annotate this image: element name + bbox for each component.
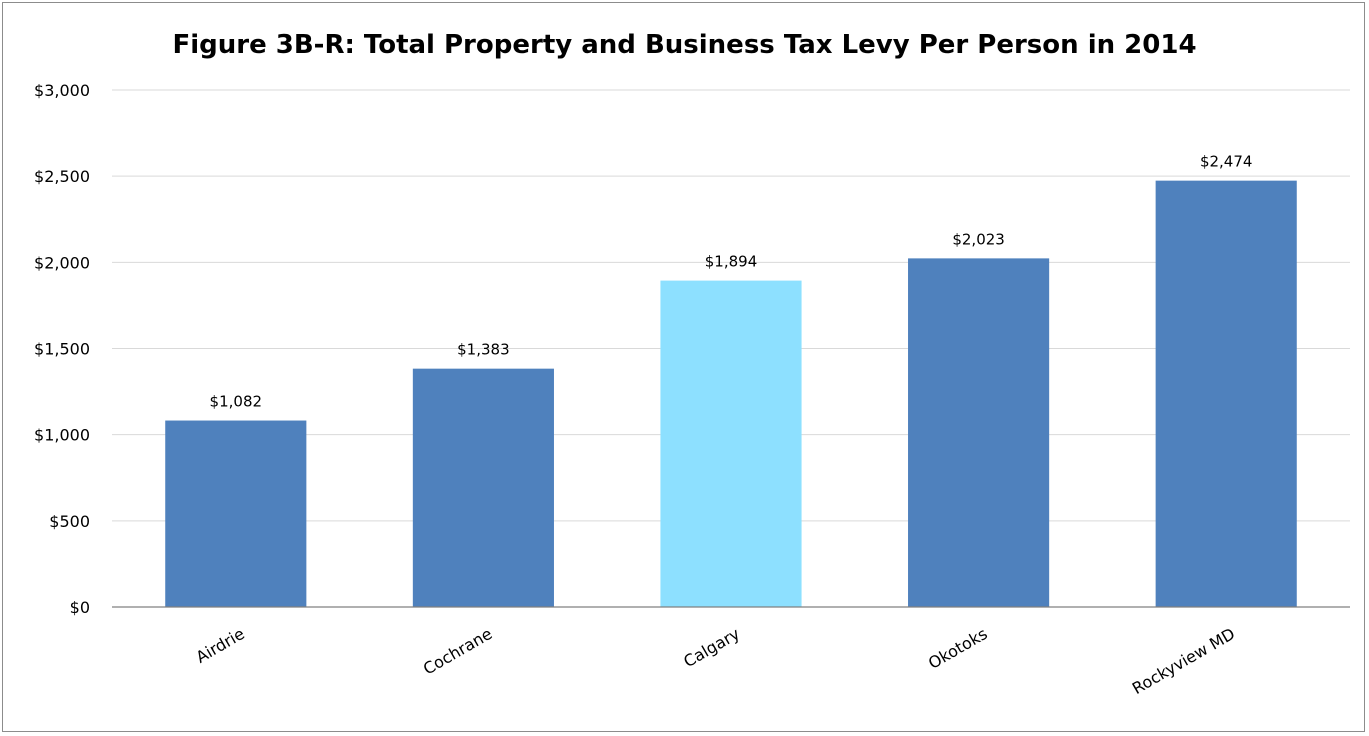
bar-rockyview-md [1155, 180, 1297, 607]
bar-cochrane [412, 368, 554, 607]
y-tick-label: $1,500 [34, 340, 90, 359]
x-axis-category-labels: Airdrie Cochrane Calgary Okotoks Rockyview M… [193, 624, 1239, 698]
bar-airdrie [165, 420, 307, 607]
data-label: $1,383 [457, 341, 510, 359]
y-tick-label: $500 [49, 512, 90, 531]
x-category-label: Calgary [680, 624, 743, 671]
y-tick-label: $3,000 [34, 81, 90, 100]
bars [165, 180, 1297, 607]
data-labels: $1,082 $1,383 $1,894 $2,023 $2,474 [210, 153, 1253, 411]
y-tick-label: $2,000 [34, 253, 90, 272]
y-axis-tick-labels: $0 $500 $1,000 $1,500 $2,000 $2,500 $3,000 [34, 81, 90, 617]
data-label: $2,023 [952, 230, 1005, 248]
data-label: $1,082 [210, 393, 263, 411]
y-tick-label: $1,000 [34, 426, 90, 445]
x-category-label: Cochrane [420, 624, 496, 679]
x-category-label: Rockyview MD [1129, 624, 1238, 698]
data-label: $1,894 [705, 253, 758, 271]
x-category-label: Okotoks [925, 624, 991, 673]
bar-calgary [660, 280, 802, 607]
y-tick-label: $2,500 [34, 167, 90, 186]
bar-okotoks [908, 258, 1050, 607]
y-tick-label: $0 [70, 598, 90, 617]
x-category-label: Airdrie [193, 624, 248, 667]
data-label: $2,474 [1200, 153, 1253, 171]
chart-title: Figure 3B-R: Total Property and Business… [172, 30, 1197, 60]
